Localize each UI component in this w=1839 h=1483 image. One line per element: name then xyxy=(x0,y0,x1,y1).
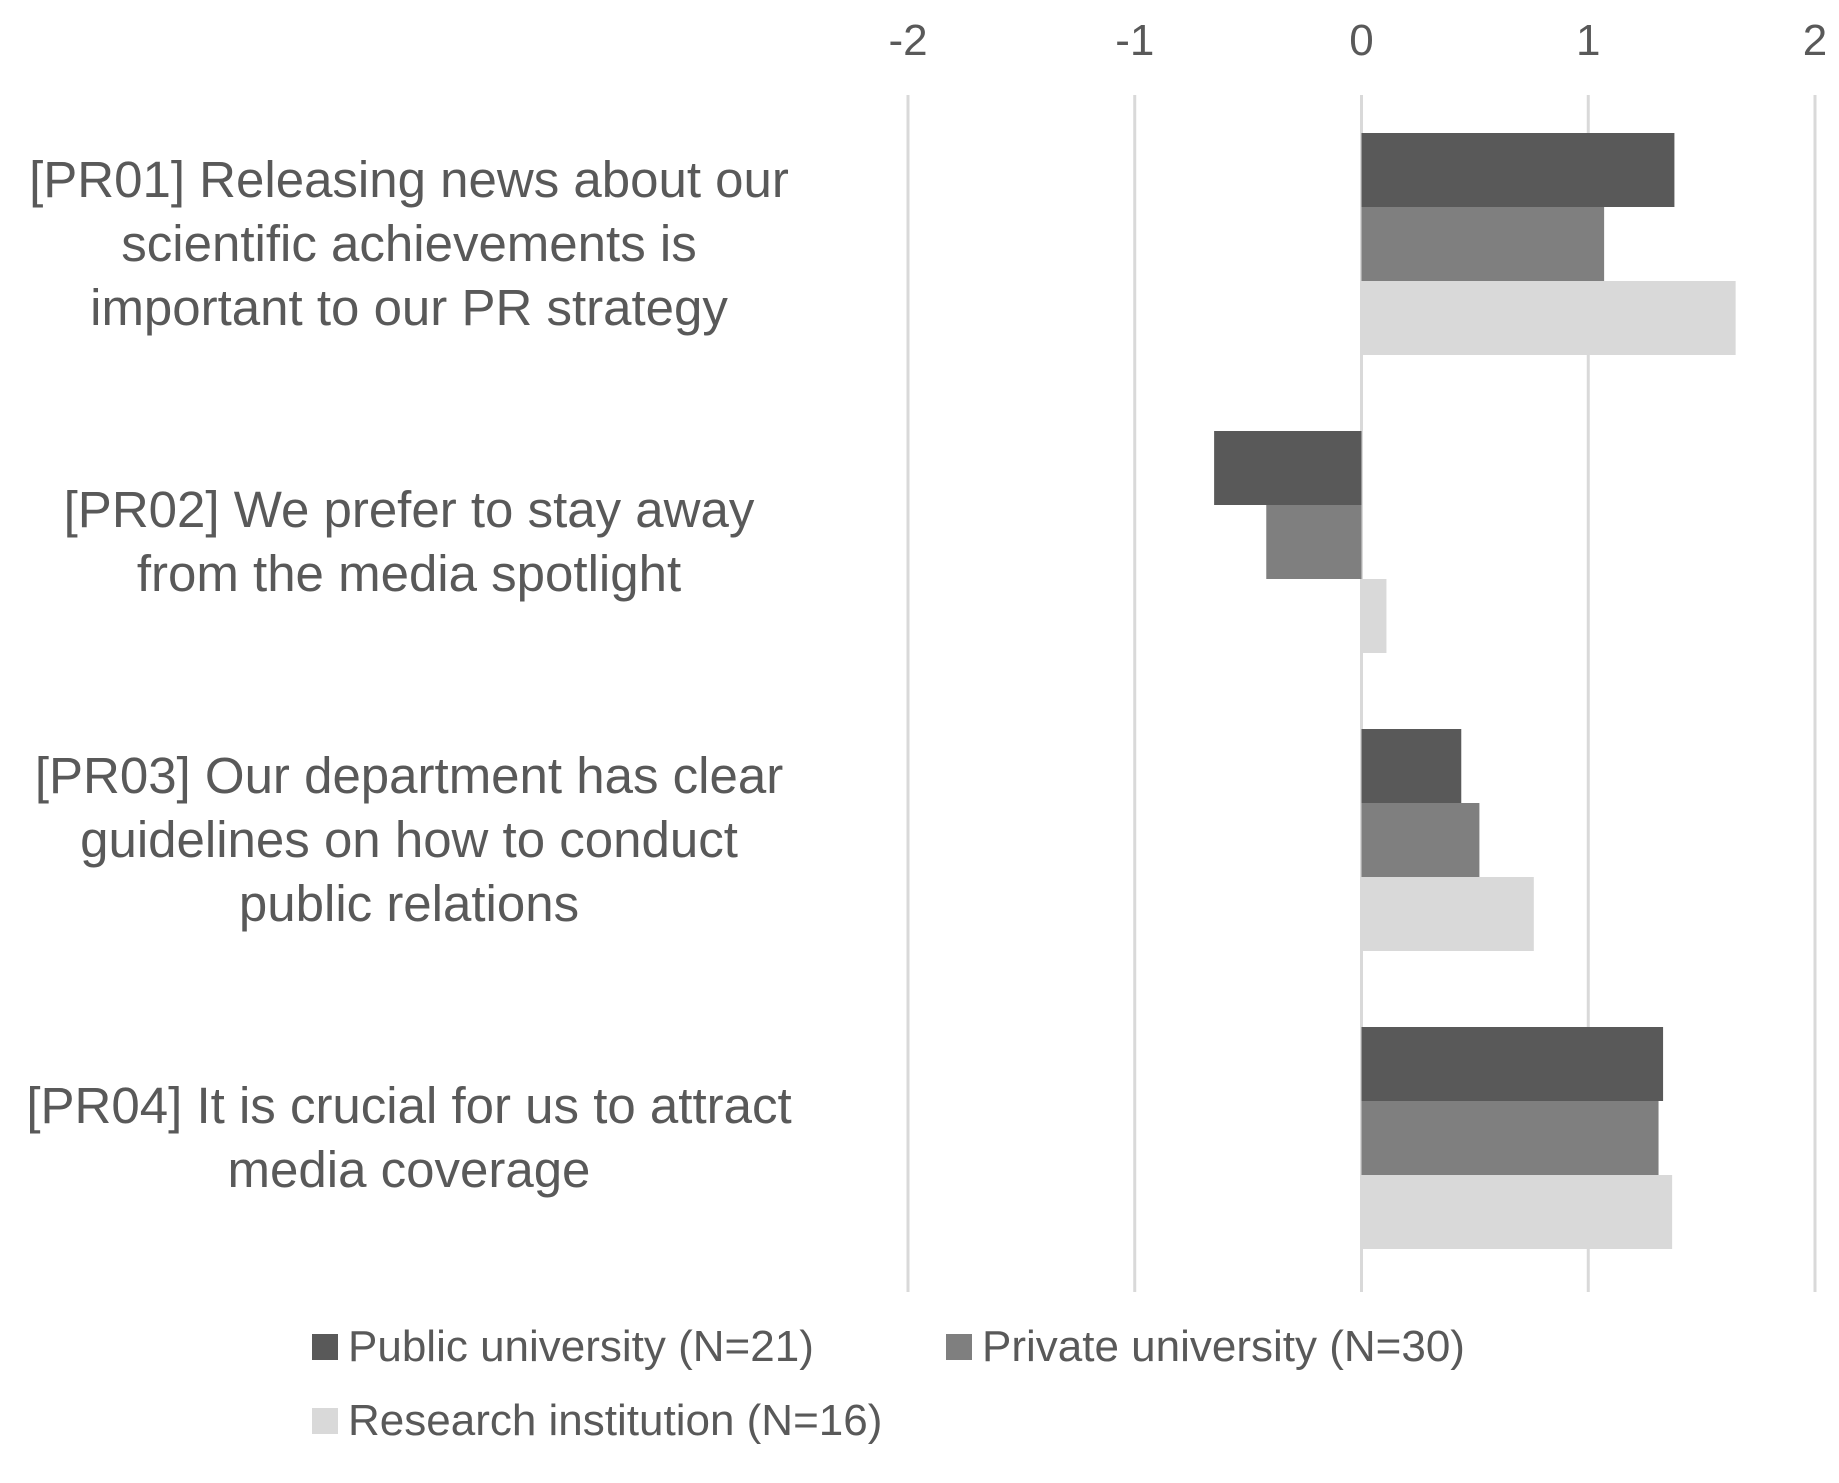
bar-3-series-1 xyxy=(1361,729,1462,803)
bar-2-series-1 xyxy=(1214,431,1362,505)
legend-swatch xyxy=(312,1408,338,1434)
category-label-line: [PR01] Releasing news about our xyxy=(29,151,789,208)
x-tick-label: 1 xyxy=(1576,16,1600,65)
category-label-line: from the media spotlight xyxy=(136,545,682,602)
category-label-line: public relations xyxy=(238,875,580,932)
bar-2-series-2 xyxy=(1266,505,1362,579)
x-tick-label: 0 xyxy=(1349,16,1373,65)
legend-swatch xyxy=(946,1334,972,1360)
x-tick-label: -2 xyxy=(888,16,927,65)
x-axis-ticks: -2 -1 0 1 2 xyxy=(888,16,1827,65)
category-label-line: [PR03] Our department has clear xyxy=(34,747,784,804)
category-label-line: media coverage xyxy=(227,1141,591,1198)
legend-item-1: Public university (N=21) xyxy=(312,1322,814,1372)
category-label-3: [PR03] Our department has clear guideline… xyxy=(0,744,859,936)
legend-item-3: Research institution (N=16) xyxy=(312,1396,882,1446)
bars xyxy=(1214,133,1736,1249)
bar-2-series-3 xyxy=(1361,579,1387,653)
bar-1-series-3 xyxy=(1361,281,1736,355)
legend-label: Public university (N=21) xyxy=(348,1322,814,1371)
category-label-line: important to our PR strategy xyxy=(90,279,728,336)
bar-3-series-2 xyxy=(1361,803,1480,877)
bar-1-series-2 xyxy=(1361,207,1605,281)
bar-4-series-2 xyxy=(1361,1101,1659,1175)
category-label-line: [PR04] It is crucial for us to attract xyxy=(26,1077,792,1134)
category-label-2: [PR02] We prefer to stay away from the me… xyxy=(0,478,859,606)
legend-item-2: Private university (N=30) xyxy=(946,1322,1465,1372)
legend-label: Private university (N=30) xyxy=(982,1322,1465,1371)
bar-3-series-3 xyxy=(1361,877,1534,951)
legend-swatch xyxy=(312,1334,338,1360)
bar-4-series-1 xyxy=(1361,1027,1664,1101)
x-tick-label: 2 xyxy=(1803,16,1827,65)
category-label-line: guidelines on how to conduct xyxy=(80,811,738,868)
category-label-line: scientific achievements is xyxy=(121,215,697,272)
bar-4-series-3 xyxy=(1361,1175,1673,1249)
bar-1-series-1 xyxy=(1361,133,1675,207)
category-label-1: [PR01] Releasing news about our scientifi… xyxy=(0,148,859,340)
legend-label: Research institution (N=16) xyxy=(348,1396,883,1445)
category-label-4: [PR04] It is crucial for us to attract me… xyxy=(0,1074,859,1202)
category-label-line: [PR02] We prefer to stay away xyxy=(63,481,755,538)
x-tick-label: -1 xyxy=(1115,16,1154,65)
